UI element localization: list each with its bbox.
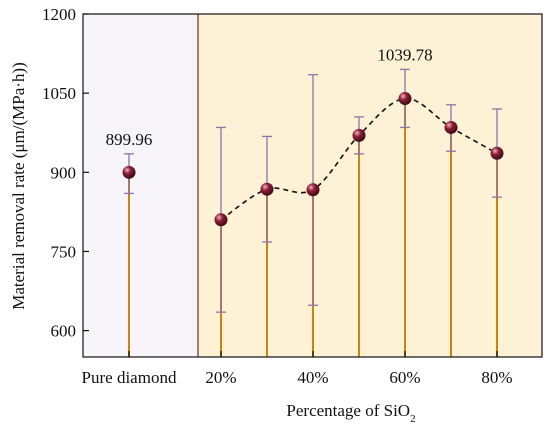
data-point-0: [122, 165, 136, 179]
x-ticks: Pure diamond 20% 40% 60% 80%: [82, 351, 513, 387]
region-0: [83, 14, 198, 357]
data-labels: 899.96 1039.78: [106, 45, 433, 148]
x-tick-label-3: 60%: [389, 368, 420, 387]
data-label-0: 899.96: [106, 130, 153, 149]
y-tick-label-3: 1050: [42, 84, 76, 103]
data-label-5: 1039.78: [377, 45, 432, 64]
data-point-5: [398, 92, 412, 106]
x-tick-label-1: 20%: [205, 368, 236, 387]
y-ticks: 600 750 900 1050 1200: [42, 5, 89, 341]
data-points: [122, 92, 504, 227]
y-tick-label-1: 750: [51, 242, 77, 261]
y-tick-label-4: 1200: [42, 5, 76, 24]
data-point-2: [260, 182, 274, 196]
x-tick-label-4: 80%: [481, 368, 512, 387]
data-point-6: [444, 120, 458, 134]
y-tick-label-0: 600: [51, 322, 77, 341]
data-point-4: [352, 128, 366, 142]
data-point-3: [306, 183, 320, 197]
region-1: [198, 14, 542, 357]
data-point-7: [490, 146, 504, 160]
y-axis-label: Material removal rate (μm/(MPa·h)): [9, 62, 28, 310]
y-tick-label-2: 900: [51, 163, 77, 182]
data-point-1: [214, 213, 228, 227]
background-regions: [83, 14, 542, 357]
x-tick-label-0: Pure diamond: [82, 368, 177, 387]
x-tick-label-2: 40%: [297, 368, 328, 387]
x-axis-label: Percentage of SiO2: [286, 401, 415, 425]
